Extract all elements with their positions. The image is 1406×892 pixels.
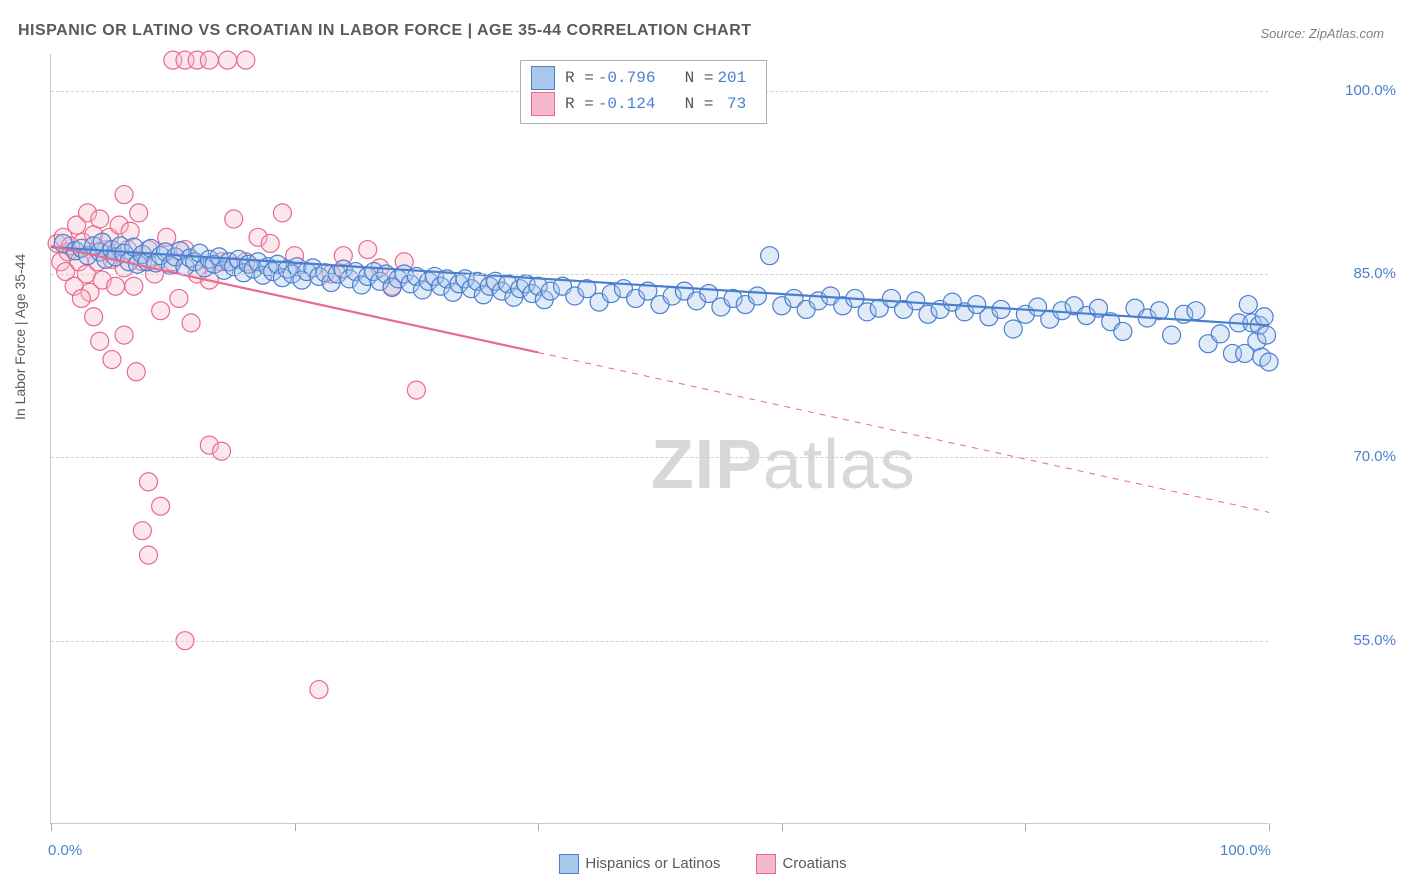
scatter-point [1255, 308, 1273, 326]
scatter-point [125, 277, 143, 295]
scatter-point [107, 277, 125, 295]
ytick-label: 55.0% [1276, 632, 1396, 649]
xtick [51, 823, 52, 831]
scatter-point [407, 381, 425, 399]
scatter-point [152, 497, 170, 515]
scatter-point [115, 326, 133, 344]
legend-swatch [756, 854, 776, 874]
scatter-point [127, 363, 145, 381]
scatter-point [72, 289, 90, 307]
scatter-point [225, 210, 243, 228]
scatter-point [310, 681, 328, 699]
scatter-point [170, 289, 188, 307]
bottom-legend: Hispanics or Latinos Croatians [0, 854, 1406, 874]
scatter-point [139, 473, 157, 491]
plot-area: ZIPatlas [50, 54, 1268, 824]
scatter-point [1239, 296, 1257, 314]
scatter-point [359, 241, 377, 259]
ytick-label: 70.0% [1276, 448, 1396, 465]
scatter-point [152, 302, 170, 320]
scatter-point [103, 351, 121, 369]
stat-row: R =-0.124 N = 73 [531, 91, 756, 117]
gridline [51, 641, 1268, 642]
scatter-point [1187, 302, 1205, 320]
watermark-atlas: atlas [763, 425, 916, 503]
stat-text: R =-0.124 N = 73 [565, 95, 756, 113]
legend-swatch [559, 854, 579, 874]
stat-legend-box: R =-0.796 N =201 R =-0.124 N = 73 [520, 60, 767, 124]
chart-title: HISPANIC OR LATINO VS CROATIAN IN LABOR … [18, 22, 752, 40]
stat-text: R =-0.796 N =201 [565, 69, 756, 87]
xtick [782, 823, 783, 831]
scatter-point [91, 332, 109, 350]
gridline [51, 457, 1268, 458]
scatter-point [130, 204, 148, 222]
scatter-point [139, 546, 157, 564]
source-text: Source: ZipAtlas.com [1260, 26, 1384, 41]
legend-label: Croatians [782, 855, 846, 872]
scatter-point [761, 247, 779, 265]
stat-row: R =-0.796 N =201 [531, 65, 756, 91]
xtick [1269, 823, 1270, 831]
scatter-point [1260, 353, 1278, 371]
scatter-point [219, 51, 237, 69]
scatter-point [748, 287, 766, 305]
scatter-point [261, 234, 279, 252]
ytick-label: 85.0% [1276, 265, 1396, 282]
xtick [538, 823, 539, 831]
scatter-point [273, 204, 291, 222]
watermark-zip: ZIP [651, 425, 763, 503]
scatter-point [91, 210, 109, 228]
scatter-point [115, 186, 133, 204]
scatter-point [1163, 326, 1181, 344]
watermark: ZIPatlas [651, 424, 916, 504]
scatter-point [1004, 320, 1022, 338]
xaxis-label-low: 0.0% [48, 842, 82, 859]
scatter-point [1114, 322, 1132, 340]
xtick [295, 823, 296, 831]
legend-swatch [531, 66, 555, 90]
ytick-label: 100.0% [1276, 82, 1396, 99]
scatter-point [200, 51, 218, 69]
gridline [51, 274, 1268, 275]
legend-label: Hispanics or Latinos [585, 855, 720, 872]
scatter-point [182, 314, 200, 332]
legend-swatch [531, 92, 555, 116]
xtick [1025, 823, 1026, 831]
yaxis-title: In Labor Force | Age 35-44 [12, 254, 28, 420]
scatter-point [85, 308, 103, 326]
scatter-point [133, 522, 151, 540]
scatter-point [1211, 325, 1229, 343]
xaxis-label-high: 100.0% [1220, 842, 1271, 859]
scatter-point [1258, 326, 1276, 344]
scatter-point [237, 51, 255, 69]
